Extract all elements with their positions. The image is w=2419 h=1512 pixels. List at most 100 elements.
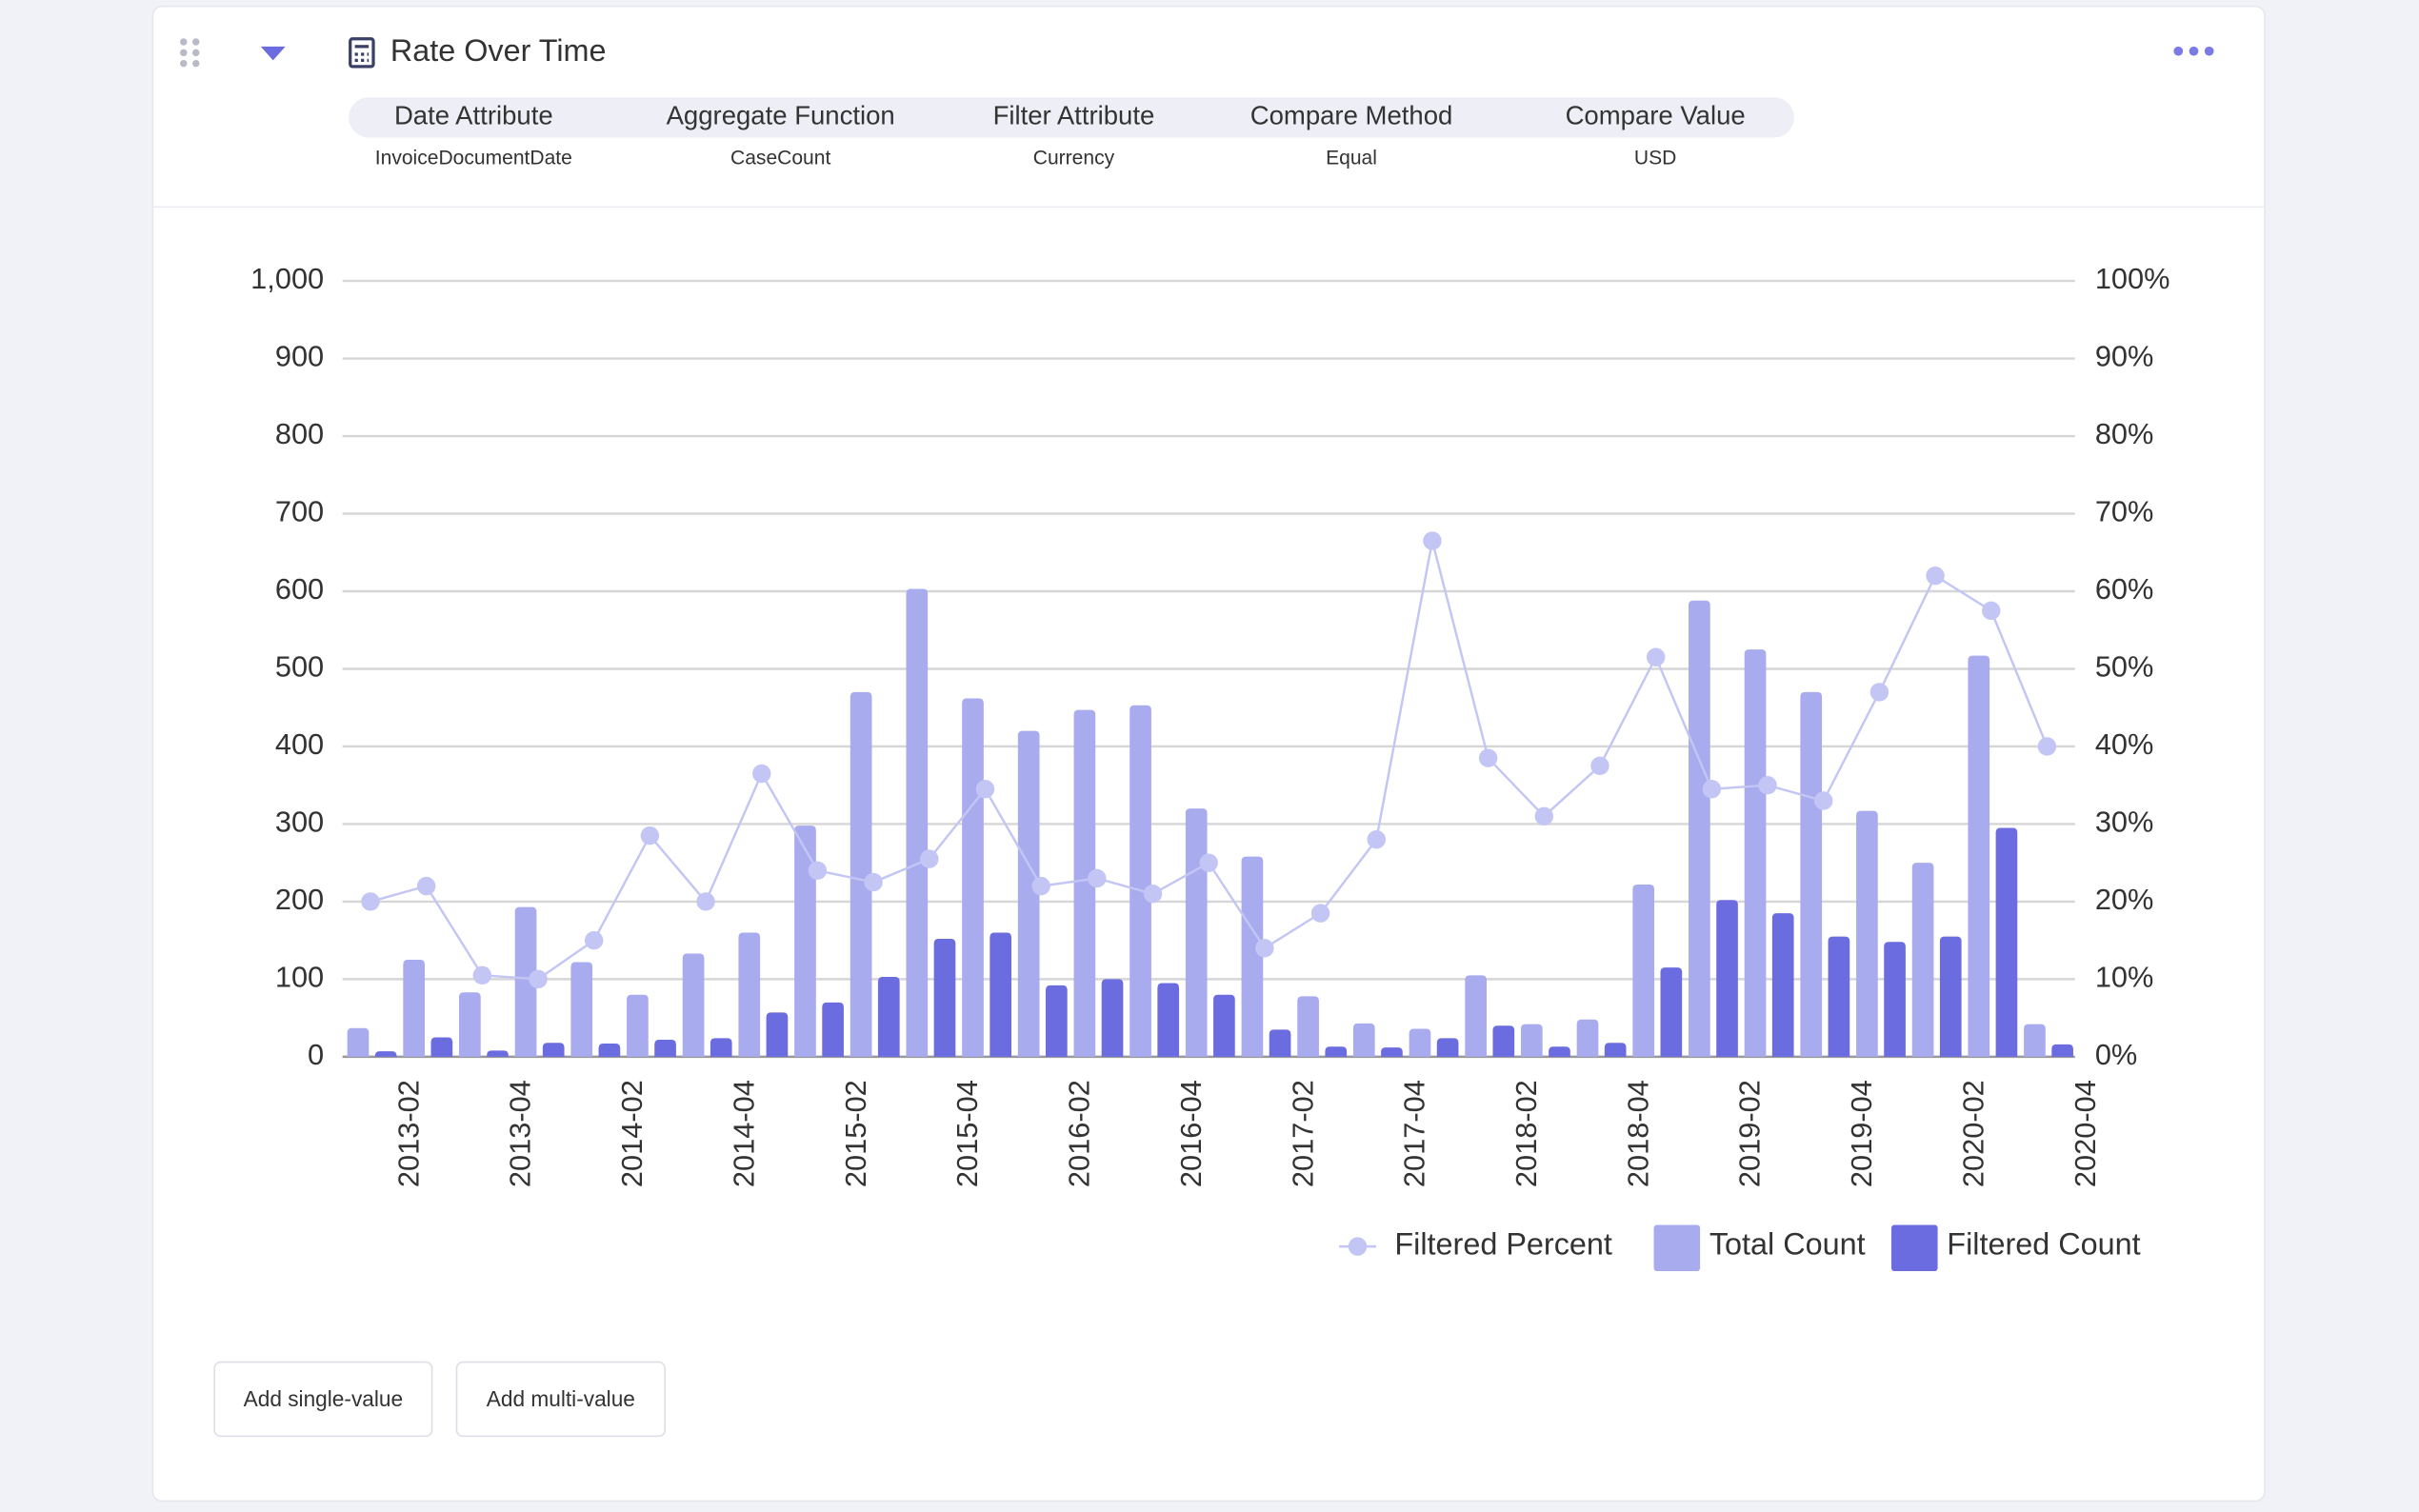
- point: [1311, 904, 1329, 922]
- legend-label: Filtered Percent: [1394, 1227, 1612, 1262]
- bar: [710, 1038, 732, 1057]
- filter-label: Compare Method: [1250, 101, 1453, 130]
- x-tick-label: 2019-04: [1845, 1080, 1878, 1187]
- bar: [1716, 900, 1738, 1057]
- bar: [1577, 1020, 1599, 1057]
- y-tick-label: 200: [275, 883, 324, 916]
- y2-tick-label: 50%: [2095, 650, 2154, 684]
- point: [417, 877, 435, 895]
- bar: [1996, 828, 2018, 1057]
- point: [1926, 567, 1944, 585]
- point: [976, 780, 994, 798]
- filter-label: Date Attribute: [394, 101, 553, 130]
- y2-tick-label: 20%: [2095, 883, 2154, 916]
- x-tick-label: 2017-02: [1286, 1080, 1319, 1187]
- add-multi-value-button[interactable]: Add multi-value: [456, 1363, 665, 1437]
- bar: [1492, 1025, 1514, 1057]
- bar: [1912, 863, 1934, 1057]
- filter-value: CaseCount: [730, 148, 830, 169]
- bar: [1465, 975, 1487, 1057]
- bar: [822, 1003, 844, 1057]
- point: [1814, 791, 1832, 809]
- x-tick-label: 2016-04: [1174, 1080, 1208, 1187]
- bar: [962, 698, 984, 1056]
- bar: [348, 1028, 370, 1057]
- bar: [1549, 1046, 1570, 1057]
- button-label: Add multi-value: [487, 1386, 635, 1411]
- point: [1647, 648, 1665, 666]
- bar: [1661, 967, 1683, 1057]
- bar: [1800, 692, 1822, 1057]
- point: [1031, 877, 1050, 895]
- filter-value: InvoiceDocumentDate: [375, 148, 572, 169]
- point: [1479, 748, 1497, 766]
- bar: [599, 1044, 621, 1057]
- bar: [1856, 811, 1878, 1057]
- point: [585, 931, 603, 949]
- point: [1870, 683, 1889, 701]
- legend-swatch-dot: [1349, 1237, 1367, 1255]
- y2-tick-label: 40%: [2095, 727, 2154, 761]
- bar: [990, 933, 1011, 1057]
- point: [696, 892, 714, 910]
- bar: [1297, 996, 1319, 1057]
- bar: [375, 1051, 397, 1057]
- x-tick-label: 2018-02: [1509, 1080, 1543, 1187]
- point: [1368, 830, 1386, 848]
- filter-label: Aggregate Function: [667, 101, 895, 130]
- point: [1423, 531, 1441, 549]
- add-single-value-button[interactable]: Add single-value: [214, 1363, 431, 1437]
- bar: [1605, 1043, 1627, 1057]
- card-title: Rate Over Time: [390, 33, 607, 68]
- bar: [934, 939, 956, 1057]
- x-tick-label: 2013-04: [504, 1080, 537, 1187]
- x-tick-label: 2017-04: [1398, 1080, 1431, 1187]
- bar: [459, 992, 481, 1057]
- x-tick-label: 2018-04: [1621, 1080, 1654, 1187]
- bar: [1242, 857, 1264, 1057]
- more-menu[interactable]: [2173, 47, 2213, 56]
- point: [529, 970, 547, 988]
- point: [1703, 780, 1721, 798]
- legend-swatch: [1654, 1224, 1701, 1271]
- bar: [1968, 656, 1989, 1057]
- y-tick-label: 100: [275, 961, 324, 994]
- point: [1590, 757, 1609, 775]
- y2-tick-label: 10%: [2095, 961, 2154, 994]
- bar: [543, 1043, 565, 1057]
- bar: [654, 1040, 676, 1057]
- x-tick-label: 2019-02: [1733, 1080, 1767, 1187]
- bar: [1102, 979, 1124, 1056]
- x-tick-label: 2015-04: [950, 1080, 984, 1187]
- bar: [570, 962, 592, 1056]
- point: [2038, 737, 2056, 755]
- x-tick-label: 2016-02: [1063, 1080, 1096, 1187]
- bar: [431, 1038, 453, 1057]
- bar: [767, 1012, 789, 1056]
- y-tick-label: 900: [275, 340, 324, 373]
- bar: [1632, 885, 1654, 1057]
- point: [1255, 939, 1273, 957]
- point: [361, 892, 379, 910]
- bar: [403, 960, 425, 1057]
- point: [1144, 885, 1162, 903]
- filter-value: USD: [1634, 148, 1676, 169]
- x-tick-label: 2014-02: [615, 1080, 649, 1187]
- legend-label: Filtered Count: [1947, 1227, 2140, 1262]
- point: [864, 873, 882, 891]
- bar: [906, 589, 928, 1057]
- bar: [1772, 913, 1794, 1057]
- y-tick-label: 1,000: [250, 262, 324, 295]
- bar: [683, 954, 705, 1057]
- bar: [1269, 1029, 1291, 1057]
- button-label: Add single-value: [244, 1386, 404, 1411]
- point: [1535, 807, 1553, 826]
- bar: [1829, 937, 1850, 1057]
- point: [752, 765, 770, 783]
- x-tick-label: 2014-04: [727, 1080, 760, 1187]
- bar: [1940, 937, 1962, 1057]
- y-tick-label: 600: [275, 572, 324, 606]
- bar: [738, 933, 760, 1057]
